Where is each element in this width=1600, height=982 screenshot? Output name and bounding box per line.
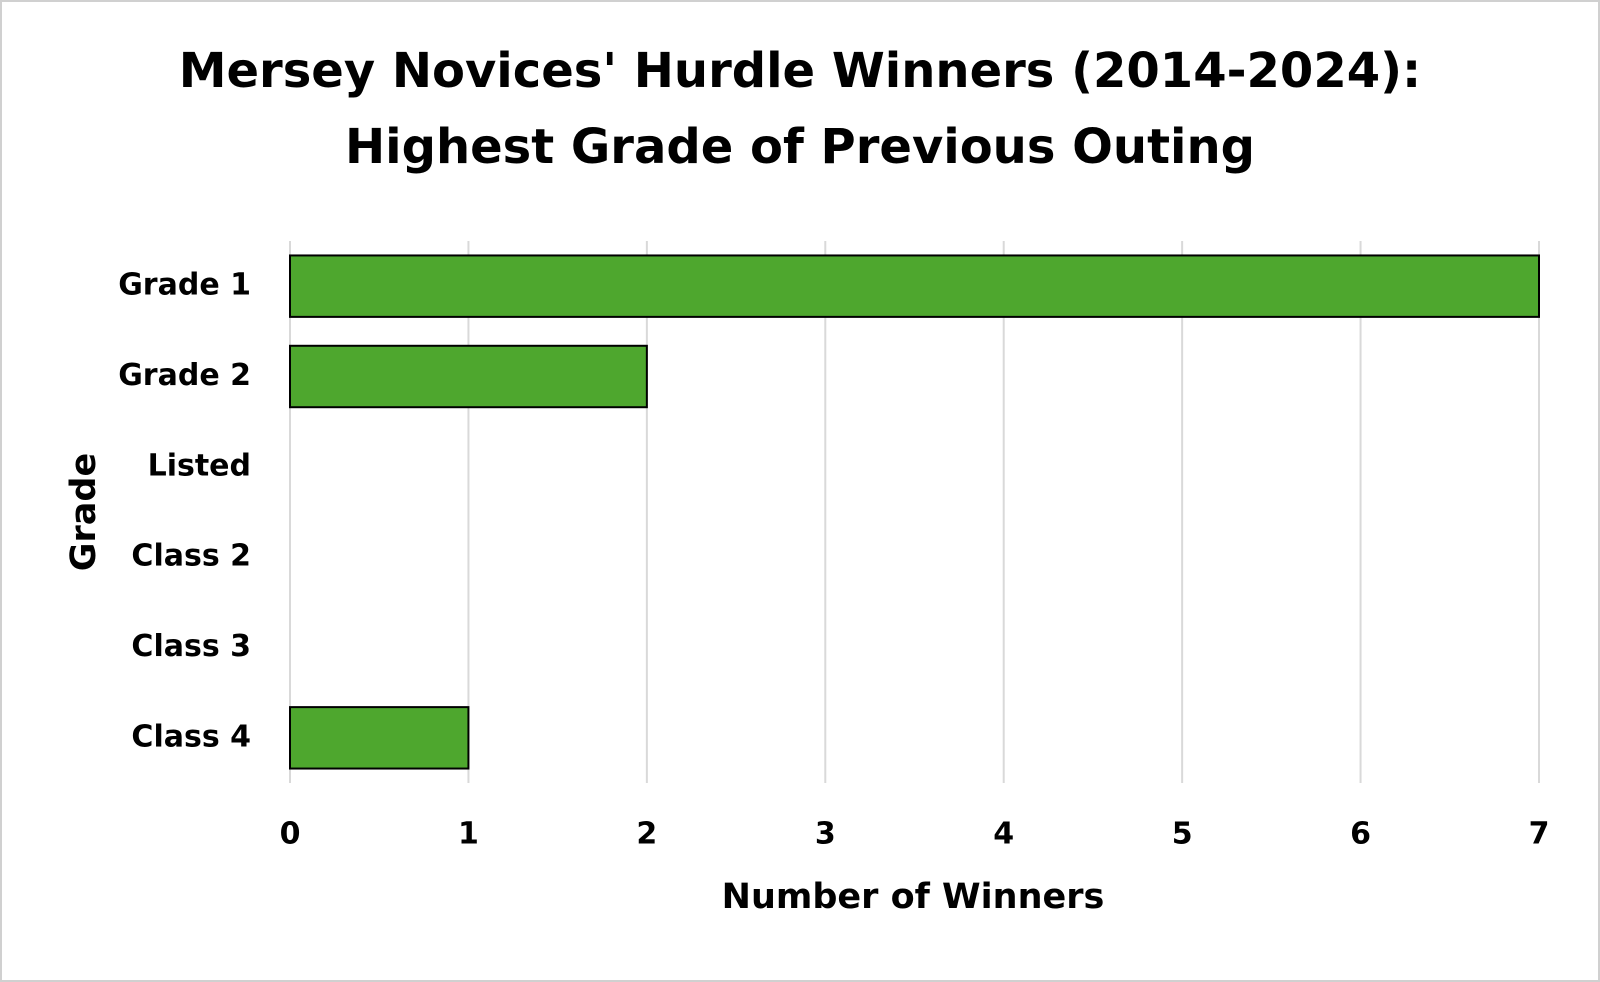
y-tick-label: Grade 2 <box>118 358 251 393</box>
x-tick-label: 6 <box>1350 817 1371 852</box>
y-tick-label: Listed <box>148 448 251 483</box>
x-tick-label: 5 <box>1172 817 1193 852</box>
x-tick-label: 7 <box>1529 817 1550 852</box>
y-tick-label: Class 3 <box>131 629 251 664</box>
y-axis-label: Grade <box>64 453 104 571</box>
bar <box>289 706 470 770</box>
y-tick-label: Grade 1 <box>118 268 251 303</box>
y-tick-label: Class 4 <box>131 719 251 754</box>
x-tick-label: 3 <box>815 817 836 852</box>
chart-title: Highest Grade of Previous Outing <box>345 119 1255 175</box>
bar <box>289 254 1540 318</box>
x-tick-label: 4 <box>993 817 1014 852</box>
x-tick-label: 0 <box>280 817 301 852</box>
chart-title: Mersey Novices' Hurdle Winners (2014-202… <box>179 43 1422 99</box>
x-axis-label: Number of Winners <box>722 877 1105 917</box>
x-tick-label: 2 <box>636 817 657 852</box>
bar <box>289 344 648 409</box>
x-tick-label: 1 <box>458 817 479 852</box>
y-tick-label: Class 2 <box>131 539 251 574</box>
